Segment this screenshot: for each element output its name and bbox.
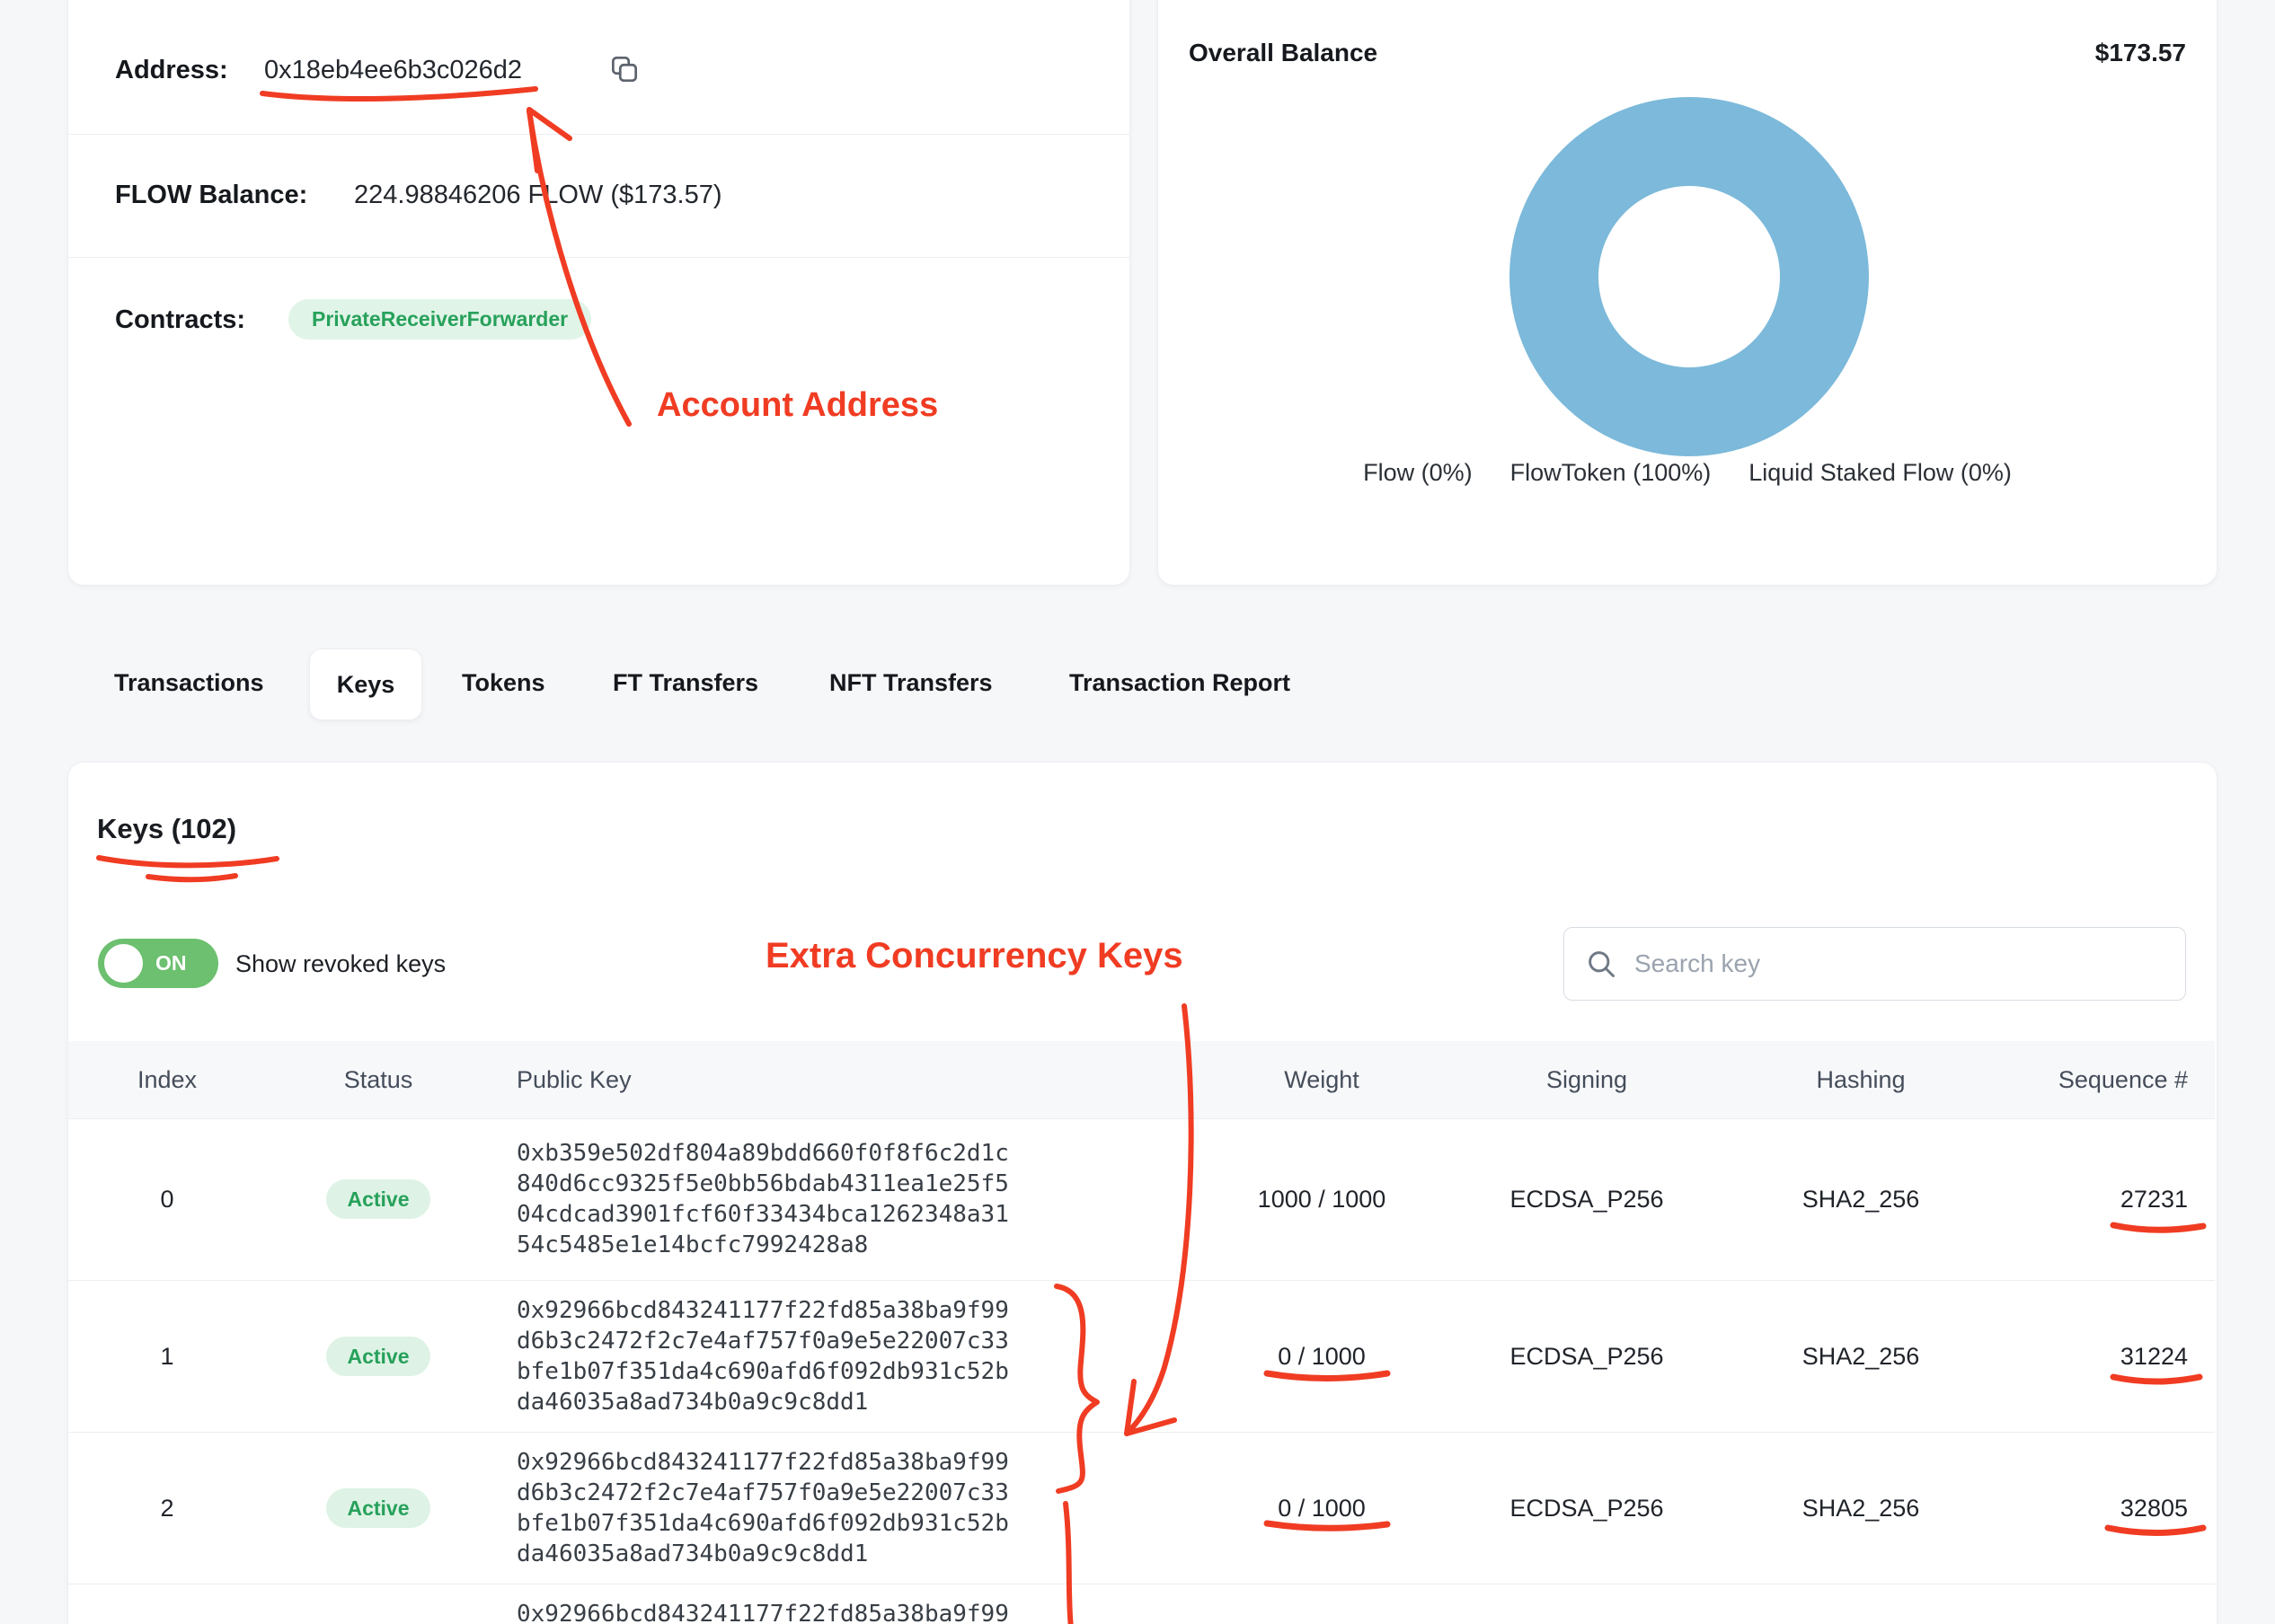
key-weight: 1000 / 1000: [1257, 1185, 1386, 1213]
key-sequence: 31224: [2120, 1342, 2188, 1370]
header-hashing: Hashing: [1816, 1065, 1906, 1093]
key-hashing: SHA2_256: [1801, 1494, 1920, 1522]
status-badge: Active: [326, 1488, 430, 1528]
table-row: 0 Active 0xb359e502df804a89bdd660f0f8f6c…: [68, 1118, 2215, 1280]
tab-transaction-report[interactable]: Transaction Report: [1069, 669, 1291, 696]
header-status: Status: [343, 1065, 413, 1093]
tab-transactions[interactable]: Transactions: [114, 669, 264, 696]
copy-address-button[interactable]: [606, 51, 643, 89]
keys-title: Keys (102): [97, 813, 237, 844]
tab-keys[interactable]: Keys: [309, 649, 422, 720]
contracts-label: Contracts:: [115, 305, 246, 334]
public-key: 0x92966bcd843241177f22fd85a38ba9f99d6b3c…: [517, 1449, 1009, 1567]
public-key: 0x92966bcd843241177f22fd85a38ba9f99d6b3c…: [517, 1601, 1009, 1624]
header-index: Index: [137, 1065, 198, 1093]
key-sequence: 32805: [2120, 1494, 2188, 1522]
key-index: 1: [160, 1342, 174, 1370]
key-hashing: SHA2_256: [1801, 1185, 1920, 1213]
header-sequence: Sequence #: [2058, 1065, 2188, 1093]
overall-balance-total: $173.57: [2094, 39, 2186, 66]
key-weight: 0 / 1000: [1278, 1494, 1366, 1522]
annotation-extra-concurrency-keys: Extra Concurrency Keys: [766, 936, 1183, 975]
search-icon: [1585, 948, 1617, 984]
show-revoked-toggle[interactable]: ON: [98, 939, 218, 988]
chart-legend: Flow (0%) FlowToken (100%) Liquid Staked…: [1158, 455, 2217, 490]
legend-item-flowtoken: FlowToken (100%): [1509, 459, 1712, 486]
key-signing: ECDSA_P256: [1509, 1185, 1664, 1213]
header-weight: Weight: [1284, 1065, 1359, 1093]
tab-ft-transfers[interactable]: FT Transfers: [613, 669, 759, 696]
public-key: 0x92966bcd843241177f22fd85a38ba9f99d6b3c…: [517, 1297, 1009, 1416]
key-weight: 0 / 1000: [1278, 1342, 1366, 1370]
key-hashing: SHA2_256: [1801, 1342, 1920, 1370]
toggle-knob-icon: [104, 944, 143, 983]
table-row: 1 Active 0x92966bcd843241177f22fd85a38ba…: [68, 1280, 2215, 1432]
keys-card: Keys (102) ON Show revoked keys Extra Co…: [67, 762, 2217, 1624]
key-signing: ECDSA_P256: [1509, 1494, 1664, 1522]
key-index: 0: [160, 1185, 174, 1213]
address-value: 0x18eb4ee6b3c026d2: [264, 56, 523, 84]
key-sequence: 27231: [2120, 1185, 2188, 1213]
donut-hole: [1598, 186, 1780, 367]
table-row: 3 Active 0x92966bcd843241177f22fd85a38ba…: [68, 1584, 2215, 1624]
header-signing: Signing: [1545, 1065, 1628, 1093]
tab-tokens[interactable]: Tokens: [462, 669, 545, 696]
header-public-key: Public Key: [517, 1065, 632, 1093]
key-signing: ECDSA_P256: [1509, 1342, 1664, 1370]
keys-table-body: 0 Active 0xb359e502df804a89bdd660f0f8f6c…: [68, 1118, 2215, 1624]
toggle-state-label: ON: [155, 951, 187, 975]
search-key-box: [1563, 927, 2186, 1001]
overall-balance-title: Overall Balance: [1189, 39, 1378, 66]
show-revoked-label: Show revoked keys: [235, 950, 447, 977]
contract-badge[interactable]: PrivateReceiverForwarder: [288, 299, 592, 340]
status-badge: Active: [326, 1337, 430, 1376]
legend-item-flow: Flow (0%): [1363, 459, 1473, 486]
address-label: Address:: [115, 56, 228, 84]
keys-table-header: Index Status Public Key Weight Signing H…: [68, 1041, 2215, 1119]
overall-balance-card: Overall Balance $173.57 Flow (0%) FlowTo…: [1157, 0, 2217, 586]
divider: [68, 257, 1129, 258]
public-key: 0xb359e502df804a89bdd660f0f8f6c2d1c840d6…: [517, 1140, 1009, 1258]
table-row: 2 Active 0x92966bcd843241177f22fd85a38ba…: [68, 1432, 2215, 1584]
flow-balance-value: 224.98846206 FLOW ($173.57): [354, 181, 722, 209]
key-index: 2: [160, 1494, 174, 1522]
legend-item-liquid-staked: Liquid Staked Flow (0%): [1748, 459, 2012, 486]
annotation-account-address: Account Address: [657, 386, 939, 424]
flow-balance-label: FLOW Balance:: [115, 181, 308, 209]
tab-nft-transfers[interactable]: NFT Transfers: [829, 669, 993, 696]
status-badge: Active: [326, 1179, 430, 1219]
divider: [68, 134, 1129, 135]
copy-icon: [607, 56, 642, 89]
search-key-input[interactable]: [1563, 927, 2186, 1001]
account-info-card: Address: 0x18eb4ee6b3c026d2 FLOW Balance…: [67, 0, 1130, 586]
